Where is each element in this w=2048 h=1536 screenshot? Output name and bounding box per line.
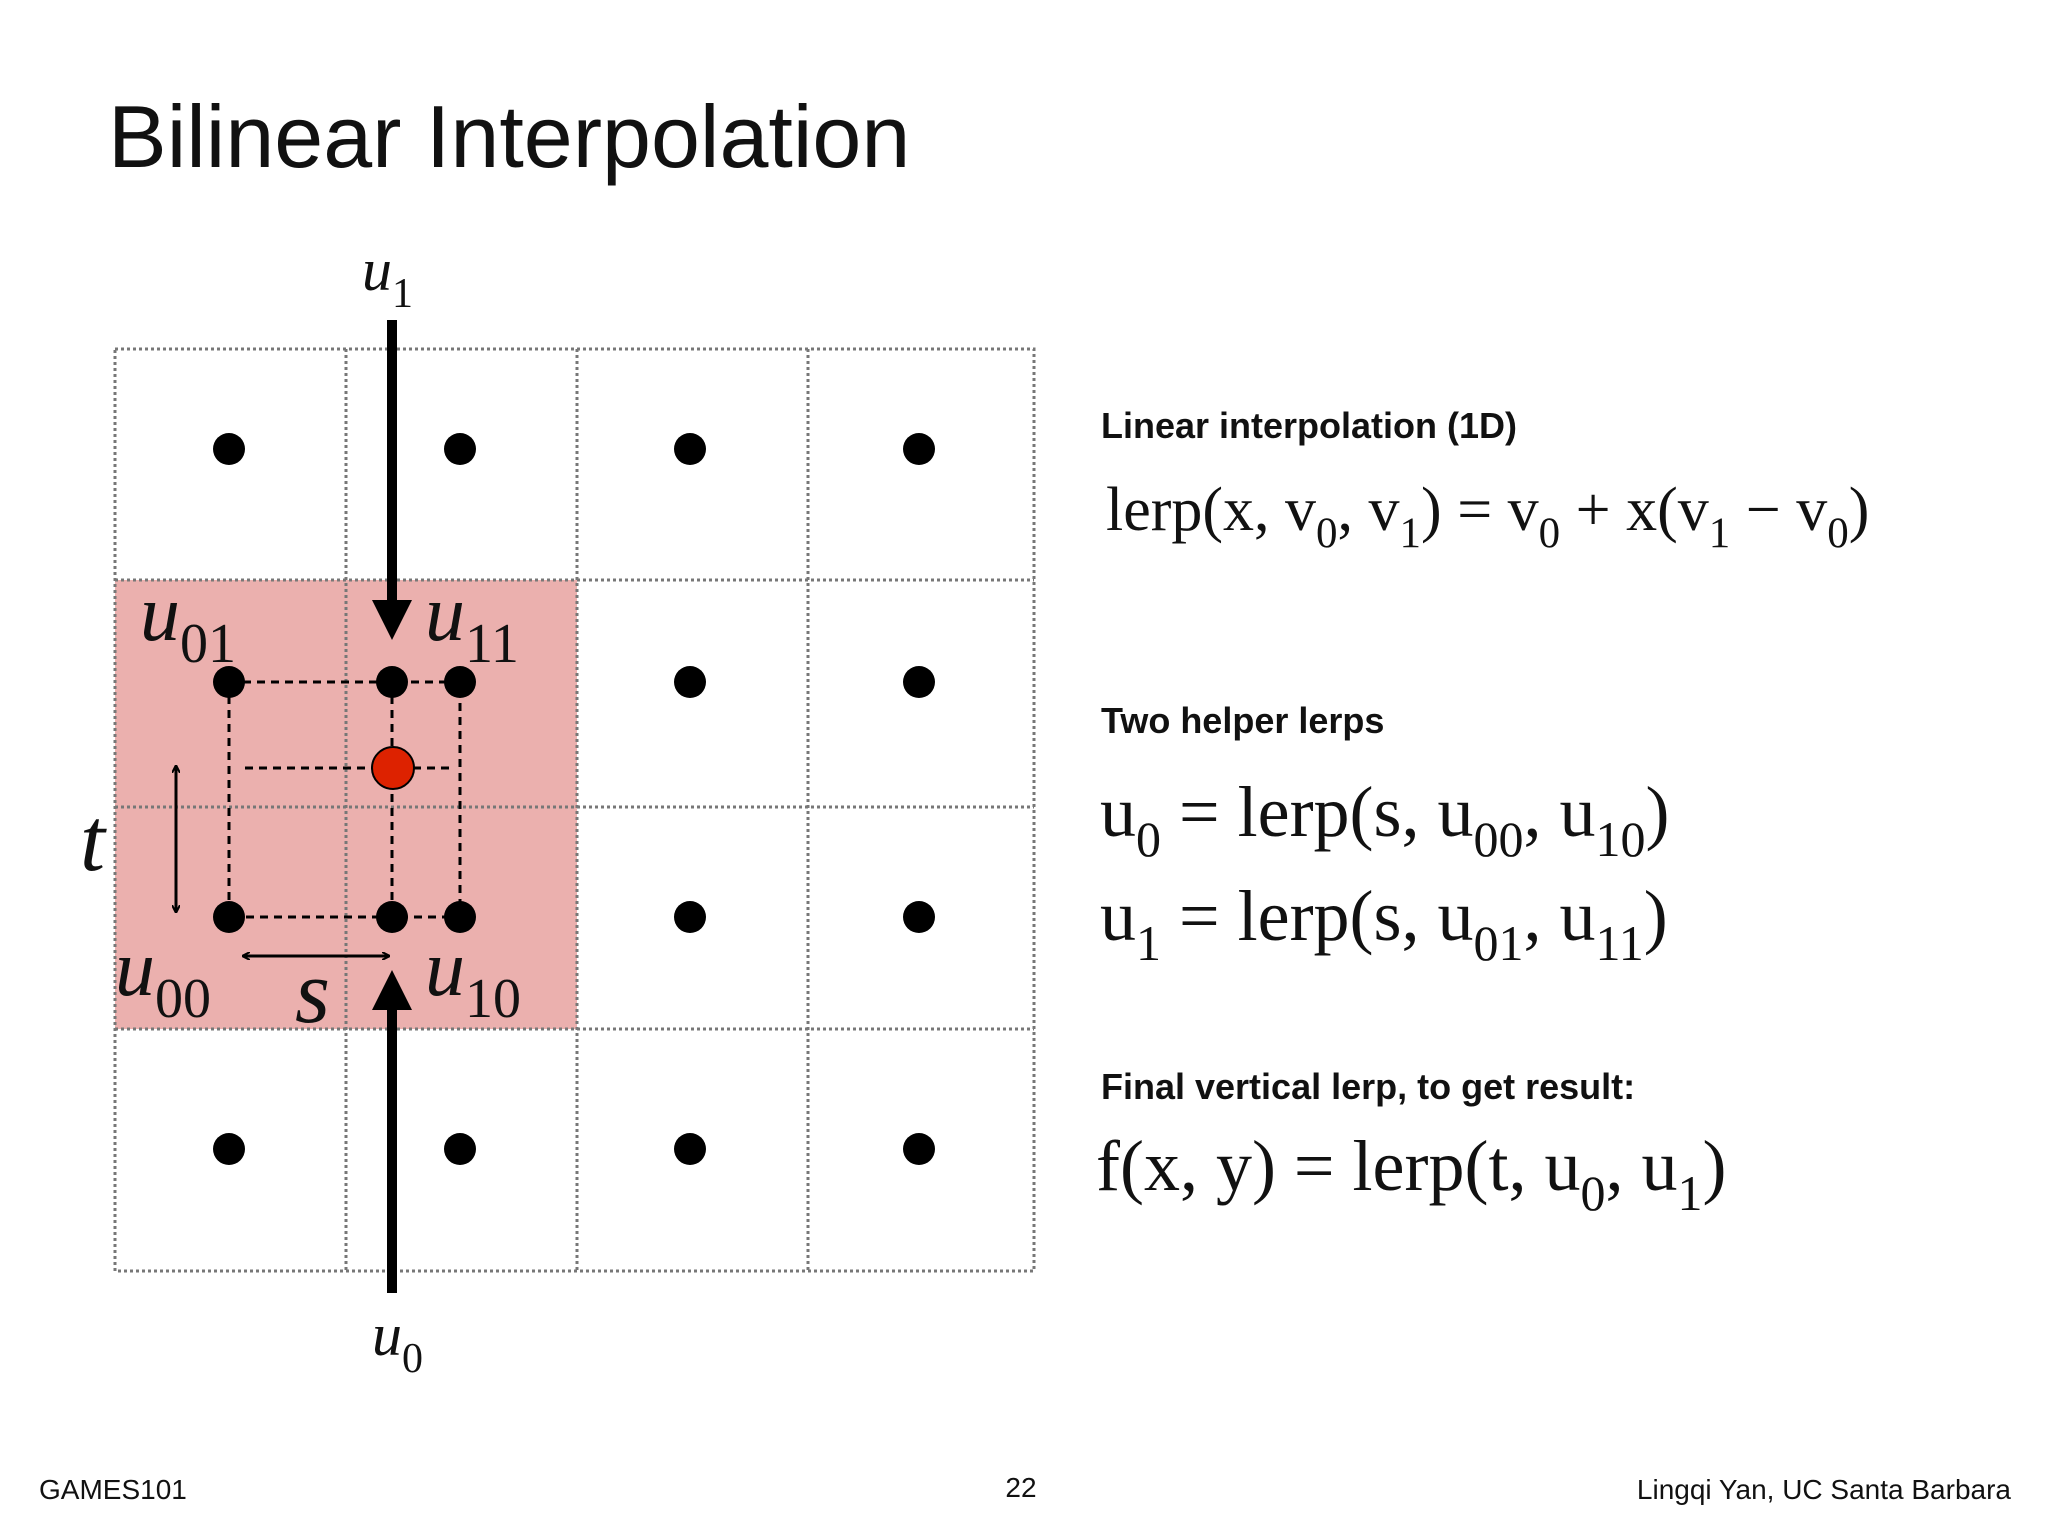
math-subscript: 11 xyxy=(1596,915,1644,971)
grid-border xyxy=(113,347,1036,1273)
math-subscript: 1 xyxy=(1136,915,1161,971)
math-subscript: 0 xyxy=(1316,510,1338,557)
diagram-label: t xyxy=(80,791,107,890)
math-subscript: 0 xyxy=(1539,510,1561,557)
dashed-box xyxy=(227,680,462,919)
slide-title: Bilinear Interpolation xyxy=(108,87,910,186)
sample-dot xyxy=(444,1133,476,1165)
diagram-label: u1 xyxy=(362,237,413,317)
math-text: u xyxy=(115,925,155,1013)
math-text: u xyxy=(425,570,465,658)
sample-dot xyxy=(213,901,245,933)
math-text: u xyxy=(362,237,392,303)
sample-dot xyxy=(903,1133,935,1165)
result-dot xyxy=(371,746,415,790)
math-subscript: 0 xyxy=(1136,811,1161,867)
math-text: ) = v xyxy=(1421,476,1539,544)
sample-dot xyxy=(213,433,245,465)
sample-dot xyxy=(444,666,476,698)
diagram-label: u0 xyxy=(372,1302,423,1382)
math-subscript: 01 xyxy=(180,613,236,675)
math-subscript: 1 xyxy=(392,271,413,317)
sample-dot xyxy=(674,901,706,933)
sample-dot xyxy=(213,666,245,698)
math-text: = lerp(s, u xyxy=(1161,876,1474,956)
math-text: u xyxy=(1100,772,1136,852)
diagram-label: u01 xyxy=(140,570,236,675)
footer-right: Lingqi Yan, UC Santa Barbara xyxy=(1637,1474,2012,1505)
formula: u0 = lerp(s, u00, u10) xyxy=(1100,772,1670,867)
math-text: , v xyxy=(1338,476,1400,544)
math-text: ) xyxy=(1702,1126,1726,1206)
section-heading: Linear interpolation (1D) xyxy=(1101,405,1517,446)
math-text: − v xyxy=(1730,476,1827,544)
helper-dot xyxy=(376,901,408,933)
sample-dots xyxy=(213,433,935,1165)
math-text: ) xyxy=(1849,476,1870,544)
math-subscript: 01 xyxy=(1474,915,1524,971)
diagram-label: s xyxy=(295,943,330,1042)
math-subscript: 0 xyxy=(1827,510,1849,557)
math-text: s xyxy=(295,943,330,1042)
section-heading: Two helper lerps xyxy=(1101,700,1384,741)
footer-center: 22 xyxy=(1005,1472,1036,1503)
math-text: f(x, y) = lerp(t, u xyxy=(1096,1126,1580,1206)
math-subscript: 0 xyxy=(402,1336,423,1382)
math-subscript: 10 xyxy=(465,968,521,1030)
diagram-label: u00 xyxy=(115,925,211,1030)
grid xyxy=(113,347,1036,1273)
math-text: + x(v xyxy=(1560,476,1709,544)
math-text: ) xyxy=(1644,876,1668,956)
footer-left: GAMES101 xyxy=(39,1474,187,1505)
math-text: lerp(x, v xyxy=(1106,476,1316,544)
math-subscript: 11 xyxy=(465,613,519,675)
math-text: u xyxy=(425,925,465,1013)
formula: u1 = lerp(s, u01, u11) xyxy=(1100,876,1668,971)
interp-lines xyxy=(227,680,462,919)
math-subscript: 10 xyxy=(1596,811,1646,867)
math-text: u xyxy=(140,570,180,658)
math-text: u xyxy=(1100,876,1136,956)
math-subscript: 00 xyxy=(1474,811,1524,867)
sample-dot xyxy=(213,1133,245,1165)
formula: lerp(x, v0, v1) = v0 + x(v1 − v0) xyxy=(1106,476,1869,557)
sample-dot xyxy=(903,901,935,933)
sample-dot xyxy=(674,1133,706,1165)
section-heading: Final vertical lerp, to get result: xyxy=(1101,1066,1635,1107)
sample-dot xyxy=(903,433,935,465)
diagram-label: u11 xyxy=(425,570,519,675)
sample-dot xyxy=(444,901,476,933)
sample-dot xyxy=(903,666,935,698)
math-subscript: 0 xyxy=(1580,1165,1605,1221)
math-text: , u xyxy=(1524,876,1596,956)
math-text: t xyxy=(80,791,107,890)
sample-dot xyxy=(674,666,706,698)
formulas-panel: Linear interpolation (1D)lerp(x, v0, v1)… xyxy=(1096,405,1869,1221)
helper-dot xyxy=(376,666,408,698)
diagram-label: u10 xyxy=(425,925,521,1030)
formula: f(x, y) = lerp(t, u0, u1) xyxy=(1096,1126,1726,1221)
math-subscript: 1 xyxy=(1400,510,1422,557)
math-text: = lerp(s, u xyxy=(1161,772,1474,852)
math-text: ) xyxy=(1646,772,1670,852)
math-subscript: 00 xyxy=(155,968,211,1030)
math-subscript: 1 xyxy=(1677,1165,1702,1221)
sample-dot xyxy=(444,433,476,465)
math-text: u xyxy=(372,1302,402,1368)
math-subscript: 1 xyxy=(1709,510,1731,557)
math-text: , u xyxy=(1605,1126,1677,1206)
math-text: , u xyxy=(1524,772,1596,852)
sample-dot xyxy=(674,433,706,465)
